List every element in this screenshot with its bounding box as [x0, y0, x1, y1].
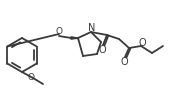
Text: O: O	[27, 74, 35, 82]
Text: O: O	[55, 28, 62, 36]
Text: O: O	[98, 45, 106, 55]
Text: N: N	[88, 23, 96, 33]
Text: O: O	[138, 38, 146, 48]
Text: O: O	[120, 57, 128, 67]
